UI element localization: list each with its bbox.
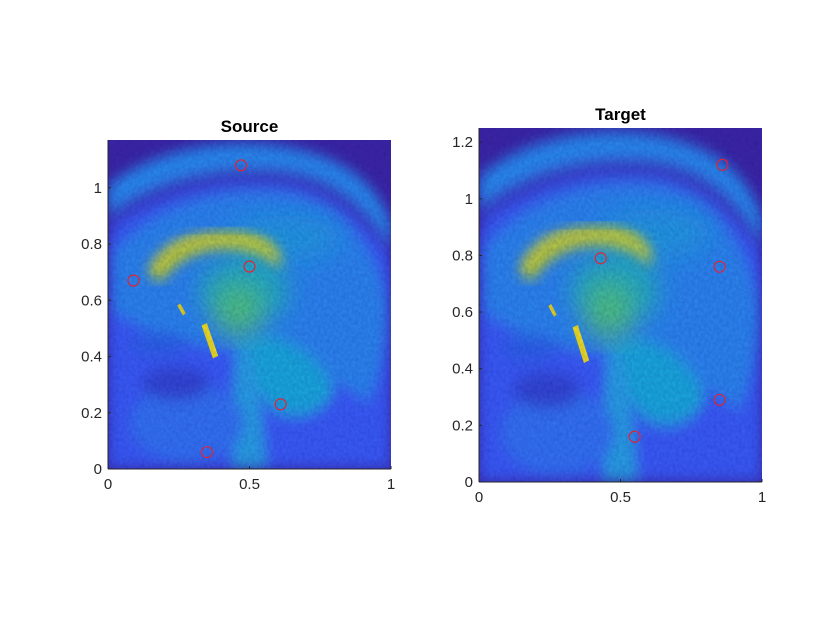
landmark-marker <box>234 159 248 172</box>
panel-target: Target 0 0.5 1 00.20.40.60.811.2 <box>452 105 766 506</box>
landmarks <box>127 159 287 459</box>
landmark-marker <box>713 393 726 406</box>
y-tick-label: 0 <box>94 461 102 478</box>
landmarks <box>594 158 729 443</box>
mri-image <box>479 128 762 482</box>
landmark-marker <box>243 260 256 273</box>
x-ticks: 0 0.5 1 <box>104 466 395 493</box>
y-tick-label: 1 <box>465 191 473 208</box>
landmark-marker <box>594 252 607 265</box>
x-tick-label: 0.5 <box>610 489 631 506</box>
landmark-marker <box>713 260 726 273</box>
y-tick-label: 0.8 <box>452 247 473 264</box>
x-tick-label: 0 <box>104 476 112 493</box>
x-tick-label: 0 <box>475 489 483 506</box>
landmark-marker <box>628 430 641 443</box>
panel-title: Source <box>221 117 279 136</box>
mri-image <box>108 140 391 469</box>
landmark-marker <box>201 446 214 459</box>
y-tick-label: 1 <box>94 180 102 197</box>
landmark-marker <box>716 158 729 171</box>
y-tick-label: 1.2 <box>452 134 473 151</box>
y-tick-label: 0 <box>465 474 473 491</box>
y-tick-label: 0.8 <box>81 236 102 253</box>
landmark-marker <box>127 274 140 287</box>
x-tick-label: 0.5 <box>239 476 260 493</box>
y-tick-label: 0.2 <box>81 405 102 422</box>
y-ticks: 0 0.2 0.4 0.6 0.8 1 1.2 <box>452 134 482 491</box>
y-tick-label: 0.4 <box>452 361 473 378</box>
panel-title: Target <box>595 105 646 124</box>
x-ticks: 0 0.5 1 <box>475 479 766 506</box>
x-tick-label: 1 <box>758 489 766 506</box>
panel-source: Source 0 0.5 1 00.20.40.60.81 <box>81 117 395 493</box>
landmark-marker <box>274 398 287 411</box>
y-ticks: 0 0.2 0.4 0.6 0.8 1 <box>81 180 111 478</box>
x-tick-label: 1 <box>387 476 395 493</box>
y-tick-label: 0.2 <box>452 417 473 434</box>
y-tick-label: 0.4 <box>81 349 102 366</box>
y-tick-label: 0.6 <box>81 292 102 309</box>
y-tick-label: 0.6 <box>452 304 473 321</box>
